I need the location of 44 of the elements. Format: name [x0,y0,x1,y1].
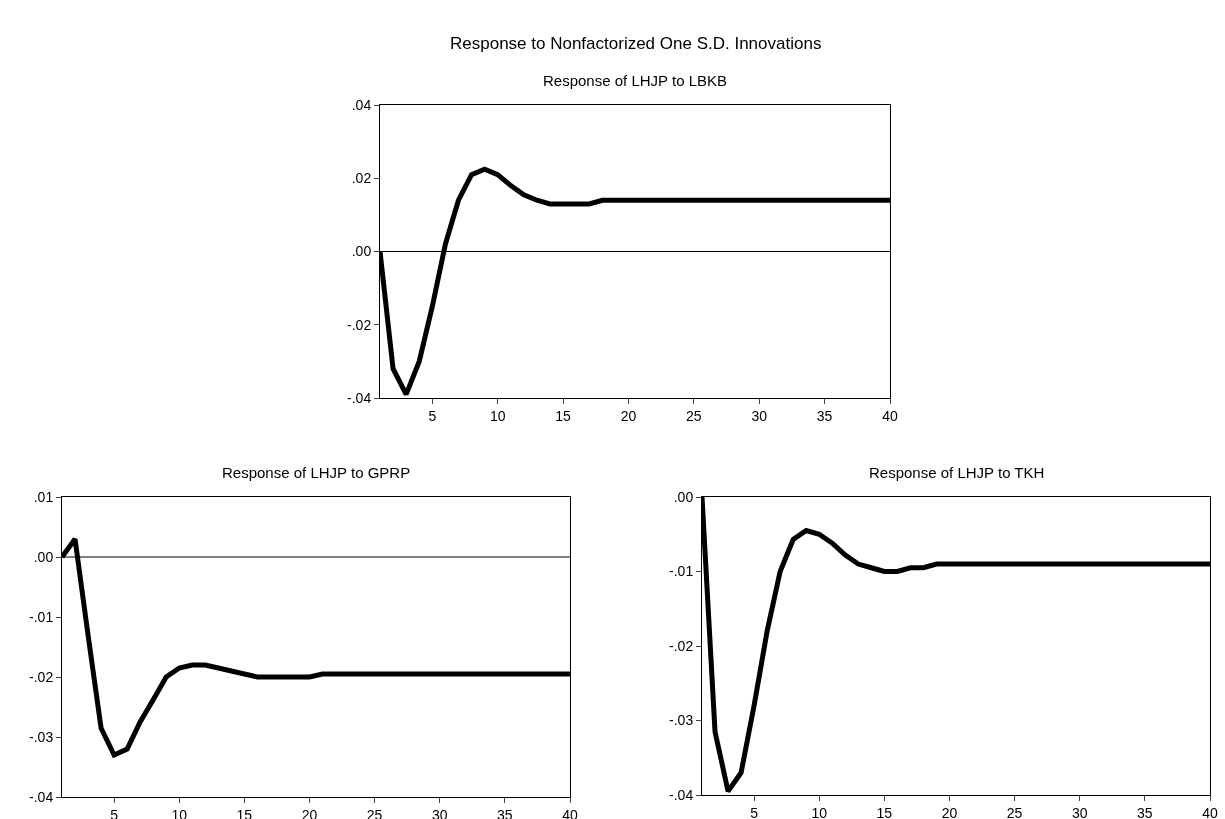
x-tick-label: 5 [428,407,437,424]
x-tick-label: 15 [555,407,572,424]
x-tick-label: 10 [489,407,506,424]
x-tick-label: 35 [497,806,513,819]
y-tick-label: .04 [351,96,372,113]
y-tick-label: -.03 [669,712,694,729]
x-tick-label: 15 [236,806,253,819]
y-tick-label: -.02 [347,316,372,333]
x-tick-label: 35 [816,407,833,424]
chart-subtitle: Response of LHJP to LBKB [543,72,727,89]
x-tick-label: 20 [941,804,958,819]
x-tick-label: 10 [811,804,828,819]
x-tick-label: 30 [1071,804,1088,819]
y-tick-label: -.01 [669,563,694,580]
chart-title: Response of LHJP to GPRP [222,464,411,481]
x-tick-label: 5 [110,806,119,819]
x-tick-label: 5 [750,804,759,819]
x-tick-label: 20 [301,806,318,819]
y-tick-label: .00 [673,488,694,505]
x-tick-label: 30 [751,407,768,424]
x-tick-label: 40 [1202,804,1218,819]
y-tick-label: -.04 [29,788,54,805]
y-tick-label: .00 [33,548,54,565]
y-tick-label: .02 [351,170,372,187]
x-tick-label: 35 [1137,804,1153,819]
y-tick-label: .01 [33,488,54,505]
x-tick-label: 40 [562,806,578,819]
x-tick-label: 30 [431,806,448,819]
chart-title: Response to Nonfactorized One S.D. Innovations [450,34,822,53]
x-tick-label: 15 [876,804,893,819]
y-tick-label: -.04 [669,786,694,803]
y-tick-label: -.02 [669,637,694,654]
y-tick-label: .00 [351,243,372,260]
y-tick-label: -.01 [29,608,54,625]
x-tick-label: 40 [882,407,898,424]
x-tick-label: 25 [366,806,383,819]
chart-title: Response of LHJP to TKH [869,464,1045,481]
x-tick-label: 25 [686,407,702,424]
y-tick-label: -.04 [347,389,372,406]
y-tick-label: -.02 [29,668,54,685]
y-tick-label: -.03 [29,728,54,745]
x-tick-label: 25 [1006,804,1023,819]
x-tick-label: 20 [620,407,637,424]
x-tick-label: 10 [171,806,188,819]
